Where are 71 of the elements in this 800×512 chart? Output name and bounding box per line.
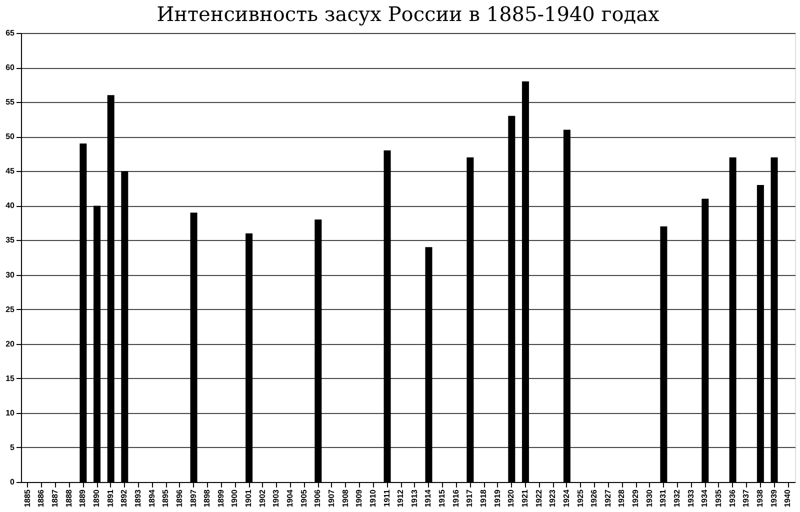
x-tick-label: 1918	[479, 488, 488, 508]
x-tick-label: 1923	[548, 488, 558, 508]
x-tick-label: 1929	[631, 488, 640, 508]
x-tick-label: 1892	[120, 488, 129, 508]
x-tick-label: 1926	[590, 488, 599, 508]
x-tick-label: 1904	[286, 488, 295, 508]
y-tick-label: 10	[6, 408, 16, 418]
x-tick-label: 1925	[576, 488, 585, 508]
x-tick-label: 1896	[174, 488, 184, 508]
y-tick-label: 40	[6, 201, 16, 210]
x-tick-label: 1932	[672, 488, 682, 508]
y-tick-label: 35	[6, 236, 16, 245]
x-tick-label: 1909	[354, 488, 364, 508]
x-tick-label: 1903	[272, 488, 281, 508]
x-tick-label: 1937	[742, 488, 751, 508]
x-tick-label: 1889	[78, 488, 88, 508]
x-tick-label: 1922	[534, 488, 544, 508]
x-tick-label: 1921	[520, 488, 530, 508]
y-tick-label: 20	[6, 339, 16, 348]
y-tick-label: 15	[6, 374, 16, 383]
x-tick-label: 1891	[106, 488, 115, 508]
x-tick-label: 1928	[617, 488, 626, 508]
y-tick-label: 0	[10, 478, 16, 486]
x-tick-label: 1934	[700, 488, 710, 508]
x-tick-label: 1911	[382, 488, 392, 507]
x-tick-label: 1919	[492, 488, 502, 508]
x-tick-label: 1935	[714, 488, 723, 508]
y-tick-label: 25	[6, 304, 16, 314]
y-tick-label: 60	[6, 63, 16, 72]
x-tick-label: 1931	[658, 488, 668, 508]
x-tick-label: 1906	[313, 488, 322, 508]
x-tick-label: 1895	[161, 488, 170, 508]
x-tick-label: 1885	[22, 488, 32, 508]
x-tick-label: 1916	[451, 488, 460, 508]
x-tick-label: 1888	[64, 488, 74, 508]
y-tick-label: 5	[10, 442, 16, 452]
x-tick-label: 1915	[438, 488, 447, 508]
y-tick-label: 30	[6, 270, 16, 280]
x-tick-label: 1914	[424, 488, 433, 508]
x-tick-label: 1894	[147, 488, 156, 508]
x-tick-label: 1940	[783, 488, 792, 508]
x-tick-label: 1930	[644, 488, 654, 508]
x-tick-label: 1936	[728, 488, 737, 508]
y-tick-label: 65	[6, 28, 16, 38]
x-tick-label: 1913	[410, 488, 419, 508]
y-tick-label: 45	[6, 166, 16, 176]
x-tick-label: 1905	[299, 488, 308, 508]
x-tick-label: 1890	[92, 488, 102, 508]
x-tick-label: 1900	[230, 488, 240, 508]
x-tick-label: 1920	[506, 488, 516, 508]
x-tick-label: 1938	[755, 488, 764, 508]
x-tick-label: 1924	[562, 488, 571, 508]
y-tick-label: 55	[6, 98, 16, 107]
x-tick-label: 1933	[686, 488, 696, 508]
x-tick-label: 1901	[244, 488, 254, 508]
x-tick-label: 1910	[368, 488, 378, 508]
y-tick-label: 50	[6, 132, 16, 142]
x-tick-label: 1939	[769, 488, 778, 508]
chart-title: Интенсивность засух России в 1885-1940 годах	[156, 2, 660, 26]
x-tick-label: 1917	[465, 488, 474, 508]
x-tick-label: 1899	[216, 488, 226, 508]
x-tick-label: 1907	[326, 488, 336, 508]
x-tick-label: 1893	[133, 488, 142, 508]
x-tick-label: 1898	[202, 488, 212, 508]
x-tick-label: 1887	[50, 488, 60, 508]
x-tick-label: 1902	[258, 488, 267, 508]
x-tick-label: 1897	[188, 488, 198, 508]
x-tick-label: 1912	[396, 488, 406, 508]
x-tick-label: 1927	[603, 488, 612, 508]
x-tick-label: 1908	[340, 488, 350, 508]
x-tick-label: 1886	[36, 488, 46, 508]
